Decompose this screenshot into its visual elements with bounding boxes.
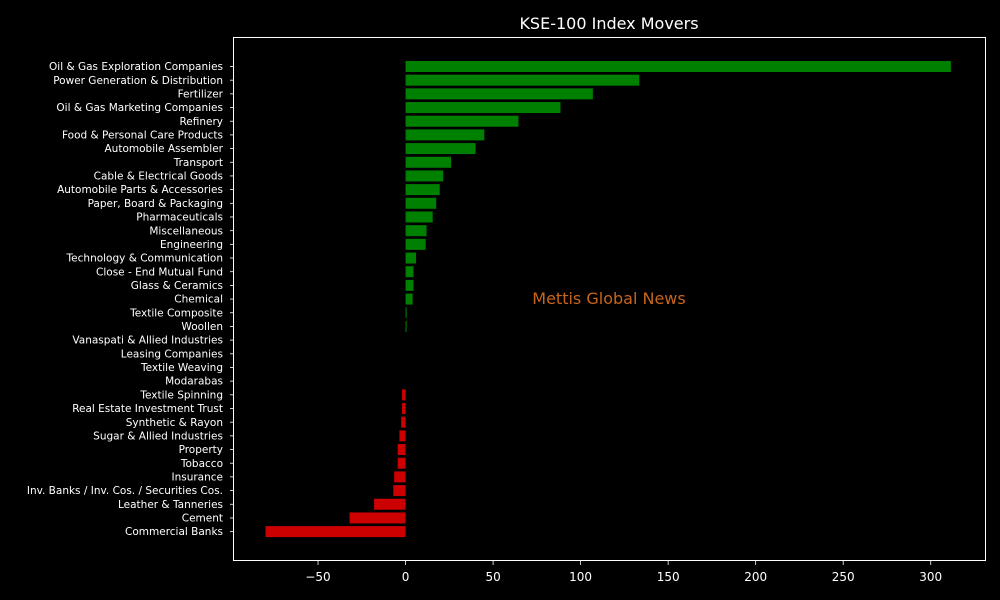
y-tick-label: Miscellaneous: [149, 225, 223, 237]
y-tick-label: Automobile Assembler: [105, 143, 224, 155]
bar: [401, 416, 406, 428]
y-tick-label: Vanaspati & Allied Industries: [72, 335, 223, 347]
y-tick-label: Sugar & Allied Industries: [93, 430, 223, 442]
y-tick-label: Textile Spinning: [139, 389, 223, 401]
x-tick-label: 150: [657, 570, 680, 584]
bar: [405, 320, 407, 332]
bar: [402, 389, 406, 401]
y-tick-label: Close - End Mutual Fund: [96, 266, 223, 278]
y-tick-label: Paper, Board & Packaging: [88, 198, 223, 210]
y-tick-label: Transport: [173, 157, 223, 169]
y-tick-label: Textile Composite: [129, 307, 223, 319]
y-tick-label: Food & Personal Care Products: [62, 130, 223, 142]
y-tick-label: Inv. Banks / Inv. Cos. / Securities Cos.: [27, 485, 223, 497]
bar: [405, 266, 414, 278]
bar: [405, 115, 519, 127]
bar: [405, 279, 414, 291]
y-tick-label: Modarabas: [165, 376, 223, 388]
x-axis-ticks: −50 0 50 100 150 200 250 300: [305, 561, 942, 584]
y-tick-label: Tobacco: [180, 458, 223, 470]
bars-group: [265, 61, 951, 538]
y-tick-label: Property: [179, 444, 223, 456]
bar: [374, 498, 406, 510]
x-tick-label: 100: [569, 570, 592, 584]
bar: [405, 74, 640, 86]
y-tick-label: Real Estate Investment Trust: [72, 403, 223, 415]
y-tick-label: Textile Weaving: [140, 362, 223, 374]
bar: [405, 184, 440, 196]
y-tick-label: Cement: [182, 513, 223, 525]
bar: [405, 225, 427, 237]
bar: [394, 471, 406, 483]
bar: [397, 444, 406, 456]
bar: [405, 102, 561, 114]
chart-title: KSE-100 Index Movers: [519, 14, 698, 33]
y-tick-label: Woollen: [181, 321, 223, 333]
y-tick-label: Refinery: [179, 116, 223, 128]
y-tick-label: Commercial Banks: [125, 526, 223, 538]
y-tick-label: Oil & Gas Exploration Companies: [49, 61, 223, 73]
y-tick-label: Leather & Tanneries: [118, 499, 223, 511]
bar: [402, 403, 406, 414]
bar: [349, 512, 406, 524]
y-tick-label: Cable & Electrical Goods: [94, 171, 223, 183]
y-tick-label: Automobile Parts & Accessories: [57, 184, 223, 196]
bar: [397, 457, 406, 469]
bar: [405, 61, 951, 72]
y-tick-label: Synthetic & Rayon: [126, 417, 223, 429]
y-tick-label: Engineering: [160, 239, 223, 251]
bar: [265, 526, 406, 538]
bar: [405, 211, 433, 223]
y-tick-label: Technology & Communication: [66, 253, 223, 265]
y-tick-label: Leasing Companies: [121, 348, 223, 360]
bar: [405, 170, 444, 182]
y-tick-label: Chemical: [174, 294, 223, 306]
y-tick-label: Insurance: [171, 472, 223, 484]
bar: [405, 156, 452, 168]
x-tick-label: 200: [744, 570, 767, 584]
bar: [405, 88, 593, 100]
x-tick-label: 250: [832, 570, 855, 584]
y-tick-labels: Oil & Gas Exploration Companies Power Gen…: [27, 61, 234, 538]
y-tick-label: Fertilizer: [178, 88, 224, 100]
x-tick-label: 50: [485, 570, 500, 584]
bar: [405, 197, 437, 209]
y-tick-label: Oil & Gas Marketing Companies: [56, 102, 223, 114]
x-tick-label: 300: [919, 570, 942, 584]
bar: [405, 129, 485, 141]
watermark: Mettis Global News: [532, 289, 685, 308]
bar: [405, 238, 426, 250]
bar: [405, 293, 413, 305]
y-tick-label: Glass & Ceramics: [131, 280, 223, 292]
bar: [405, 252, 417, 264]
y-tick-label: Pharmaceuticals: [136, 212, 223, 224]
y-tick-label: Power Generation & Distribution: [53, 75, 223, 87]
x-tick-label: −50: [305, 570, 330, 584]
bar: [405, 143, 476, 155]
bar: [393, 485, 406, 497]
bar: [399, 430, 406, 442]
bar: [405, 307, 407, 319]
x-tick-label: 0: [402, 570, 410, 584]
